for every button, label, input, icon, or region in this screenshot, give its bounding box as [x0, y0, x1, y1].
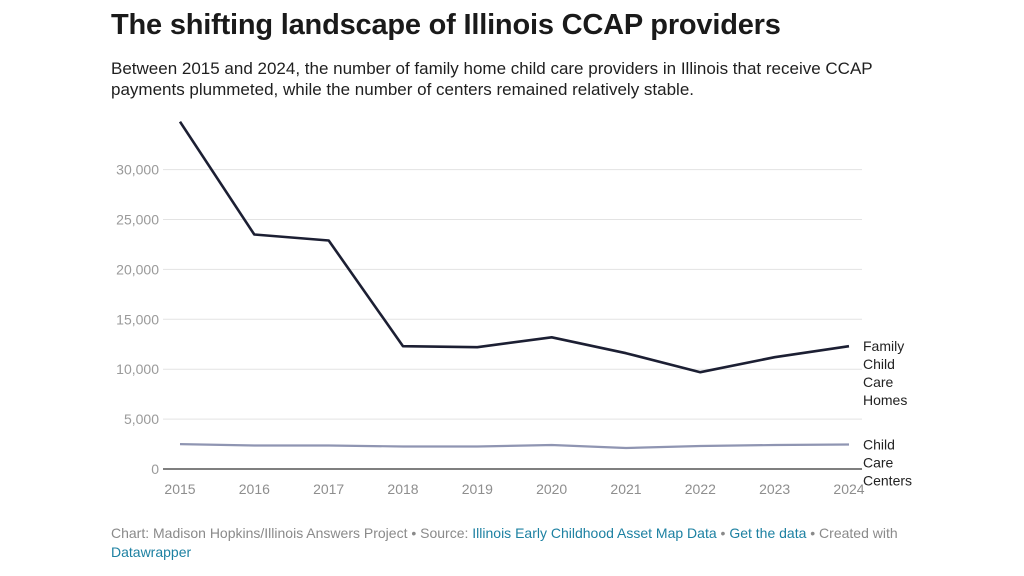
series-label-centers: Care [863, 455, 894, 471]
line-chart: 0 5,000 10,000 15,000 20,000 25,000 30,000 2015… [116, 120, 912, 497]
x-tick-label: 2022 [685, 481, 716, 497]
get-data-link[interactable]: Get the data [729, 525, 807, 541]
y-tick-label: 15,000 [116, 311, 159, 327]
footer-credit: Chart: Madison Hopkins/Illinois Answers … [111, 525, 473, 541]
series-label-family-homes: Homes [863, 392, 907, 408]
y-tick-label: 0 [151, 461, 159, 477]
x-tick-label: 2019 [462, 481, 493, 497]
datawrapper-link[interactable]: Datawrapper [111, 544, 192, 560]
chart-title: The shifting landscape of Illinois CCAP … [111, 9, 781, 41]
x-tick-label: 2015 [164, 481, 195, 497]
series-label-centers: Child [863, 437, 895, 453]
x-tick-label: 2023 [759, 481, 790, 497]
x-tick-label: 2016 [239, 481, 270, 497]
x-tick-label: 2021 [610, 481, 641, 497]
footer-separator: • [716, 525, 730, 541]
y-tick-label: 30,000 [116, 162, 159, 178]
x-tick-label: 2020 [536, 481, 567, 497]
x-tick-label: 2018 [387, 481, 418, 497]
series-line-family-homes [178, 120, 850, 374]
source-link[interactable]: Illinois Early Childhood Asset Map Data [472, 525, 717, 541]
chart-subtitle: Between 2015 and 2024, the number of fam… [111, 59, 873, 99]
x-tick-label: 2024 [833, 481, 864, 497]
chart-footer: Chart: Madison Hopkins/Illinois Answers … [111, 524, 901, 562]
series-label-family-homes: Family [863, 338, 904, 354]
series-label-family-homes: Care [863, 374, 894, 390]
footer-created: • Created with [806, 525, 898, 541]
y-tick-label: 5,000 [124, 411, 159, 427]
series-label-family-homes: Child [863, 356, 895, 372]
y-tick-label: 10,000 [116, 361, 159, 377]
y-tick-label: 25,000 [116, 212, 159, 228]
series-label-centers: Centers [863, 473, 912, 489]
series-line-centers [179, 443, 850, 450]
y-tick-label: 20,000 [116, 261, 159, 277]
x-tick-label: 2017 [313, 481, 344, 497]
